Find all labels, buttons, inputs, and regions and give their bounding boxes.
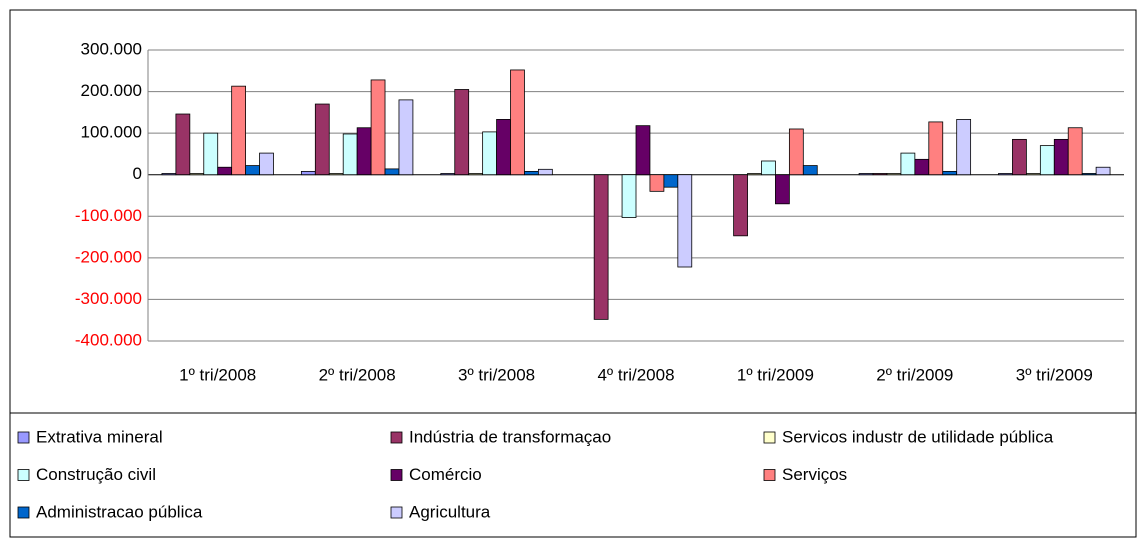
bar [886,173,902,176]
legend-swatch [390,469,403,481]
legend-label: Servicos industr de utilidade pública [782,427,1054,446]
bar [635,125,651,176]
y-tick-label: -400.000 [75,330,142,349]
bar [203,132,219,176]
x-tick-label: 1º tri/2008 [179,365,256,384]
legend-swatch [763,469,776,481]
bar [314,103,330,176]
bar [900,152,916,176]
bar [649,174,665,192]
bar [342,133,358,176]
bar [524,170,539,176]
legend-label: Comércio [409,465,482,484]
bar [621,174,637,218]
bar [1026,173,1041,176]
bar [217,166,233,176]
bar [802,165,818,176]
bar [663,174,679,188]
y-tick-label: 0 [133,164,142,183]
y-tick-label: 200.000 [81,81,142,100]
y-tick-label: -200.000 [75,247,142,266]
bar [1039,145,1055,176]
bar [914,158,930,176]
bar [231,85,247,176]
legend-swatch [17,431,30,444]
bar [956,119,972,176]
bar [1053,138,1069,176]
bar [384,168,400,176]
bar [942,170,958,176]
legend-swatch [763,431,776,444]
bar [1012,138,1027,176]
bar [510,69,525,176]
bar [928,121,944,176]
bar [872,173,888,176]
bar [496,119,511,176]
bar [747,173,762,176]
bar [1095,166,1111,176]
bar [440,173,456,176]
bar [761,160,776,176]
legend-label: Construção civil [36,465,156,484]
bar [259,152,274,176]
x-tick-label: 1º tri/2009 [737,365,814,384]
bar [356,127,372,176]
y-tick-label: 300.000 [81,39,142,58]
y-tick-label: -300.000 [75,289,142,308]
x-tick-label: 2º tri/2009 [876,365,953,384]
bar [175,113,191,176]
bar [1067,127,1083,176]
legend-swatch [17,506,30,519]
bar [398,99,414,176]
legend-swatch [390,431,403,444]
legend-label: Serviços [782,465,847,484]
x-tick-label: 3º tri/2009 [1016,365,1093,384]
y-tick-label: 100.000 [81,123,142,142]
bar [468,173,484,176]
bar [482,131,497,176]
bar [593,174,609,320]
legend-label: Agricultura [409,502,491,521]
bar [788,128,804,176]
bar [858,173,874,176]
x-tick-label: 4º tri/2008 [597,365,674,384]
y-tick-label: -100.000 [75,206,142,225]
chart-frame [9,9,1137,538]
legend-label: Indústria de transformaçao [409,427,611,446]
bar [998,173,1013,176]
bar [733,174,748,237]
bar [1081,173,1097,176]
bar [300,170,316,176]
x-tick-label: 2º tri/2008 [319,365,396,384]
bar [677,174,693,268]
bar [538,168,553,176]
bar [328,173,344,176]
bar [189,173,205,176]
x-tick-label: 3º tri/2008 [458,365,535,384]
bar [454,89,470,176]
legend-swatch [17,469,30,481]
bar [245,165,260,176]
bar [370,79,386,176]
bar [161,173,177,176]
legend-label: Administracao pública [36,502,203,521]
legend-label: Extrativa mineral [36,427,163,446]
bar [775,174,790,205]
legend-swatch [390,506,403,519]
